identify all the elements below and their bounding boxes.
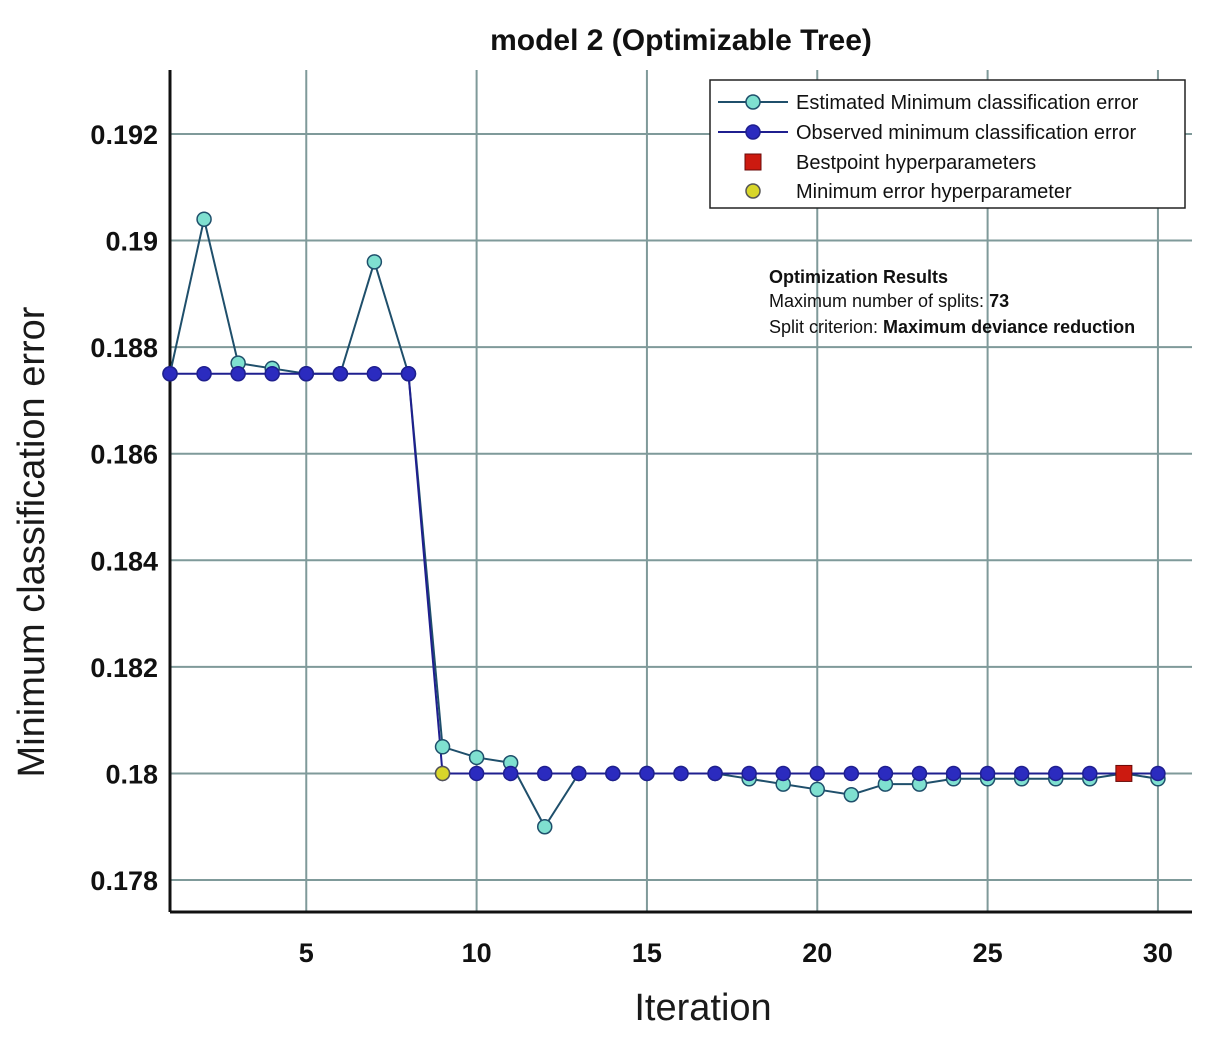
point-estimated: [434, 739, 451, 755]
legend-label-bestpoint: Bestpoint hyperparameters: [796, 152, 1036, 174]
optimization-results-criterion: Split criterion: Maximum deviance reduct…: [769, 317, 1135, 337]
point-observed: [536, 765, 553, 782]
series-line-estimated: [169, 218, 1159, 829]
point-estimated: [536, 818, 553, 835]
optimization-results-heading: Optimization Results: [769, 267, 948, 287]
series: [162, 211, 1166, 835]
x-tick-label: 30: [1143, 938, 1173, 968]
criterion-label: Split criterion:: [769, 317, 883, 337]
point-observed: [605, 765, 621, 782]
series-line-observed: [170, 372, 1158, 775]
point-observed: [979, 765, 996, 782]
bestpoint-marker: [1115, 764, 1133, 782]
point-estimated: [366, 254, 383, 270]
point-observed: [502, 765, 519, 782]
optimization-results: Optimization Results Maximum number of s…: [769, 267, 1135, 337]
point-observed: [741, 765, 757, 782]
special-points: [434, 764, 1133, 782]
axes: [168, 70, 1192, 914]
y-tick-label: 0.192: [90, 120, 158, 150]
point-observed: [1150, 765, 1166, 782]
min-error-marker: [434, 765, 451, 782]
point-observed: [468, 765, 485, 782]
point-estimated: [809, 781, 826, 798]
optimization-results-splits: Maximum number of splits: 73: [769, 291, 1009, 311]
point-observed: [877, 765, 894, 782]
point-observed: [707, 765, 723, 782]
legend-label-observed: Observed minimum classification error: [796, 122, 1136, 144]
legend: Estimated Minimum classification error O…: [709, 79, 1186, 209]
y-tick-label: 0.19: [105, 227, 158, 257]
point-observed: [673, 765, 689, 782]
y-tick-label: 0.18: [105, 759, 158, 789]
x-tick-label: 15: [632, 938, 662, 968]
point-observed: [400, 366, 417, 382]
point-observed: [1013, 765, 1030, 782]
x-tick-label: 10: [462, 938, 492, 968]
y-tick-label: 0.186: [90, 440, 158, 470]
splits-value: 73: [989, 291, 1009, 311]
point-observed: [911, 765, 928, 782]
x-tick-label: 5: [299, 938, 314, 968]
point-observed: [298, 366, 315, 382]
point-observed: [843, 765, 860, 782]
point-observed: [571, 765, 587, 782]
y-tick-label: 0.178: [90, 866, 158, 896]
point-estimated: [468, 749, 485, 766]
legend-marker-estimated: [745, 94, 761, 110]
legend-marker-min-error: [745, 183, 761, 199]
point-observed: [196, 366, 212, 382]
point-estimated: [843, 787, 860, 803]
criterion-value: Maximum deviance reduction: [883, 317, 1135, 337]
chart-title: model 2 (Optimizable Tree): [490, 24, 872, 57]
point-observed: [945, 765, 962, 782]
legend-marker-observed: [745, 124, 761, 140]
point-observed: [775, 765, 791, 782]
y-axis-label: Minimum classification error: [11, 306, 53, 777]
legend-label-estimated: Estimated Minimum classification error: [796, 92, 1139, 114]
point-observed: [809, 765, 826, 782]
point-observed: [366, 366, 383, 382]
point-estimated: [196, 211, 212, 227]
x-tick-label: 25: [973, 938, 1003, 968]
legend-label-min-error: Minimum error hyperparameter: [796, 181, 1072, 203]
y-tick-label: 0.182: [90, 653, 158, 683]
point-observed: [639, 765, 655, 782]
splits-label: Maximum number of splits:: [769, 291, 989, 311]
point-observed: [1047, 765, 1064, 782]
ticks: 5 10 15 20 25 30 0.178 0.18 0.182 0.184 0.186 0.188…: [90, 120, 1173, 968]
point-observed: [332, 366, 349, 382]
x-axis-label: Iteration: [634, 987, 771, 1029]
y-tick-label: 0.188: [90, 333, 158, 363]
point-observed: [162, 366, 178, 382]
legend-marker-bestpoint: [744, 153, 762, 171]
point-observed: [230, 366, 246, 382]
legend-box: [709, 79, 1186, 209]
x-tick-label: 20: [802, 938, 832, 968]
point-observed: [1082, 765, 1098, 782]
y-tick-label: 0.184: [90, 546, 158, 576]
point-observed: [264, 366, 280, 382]
